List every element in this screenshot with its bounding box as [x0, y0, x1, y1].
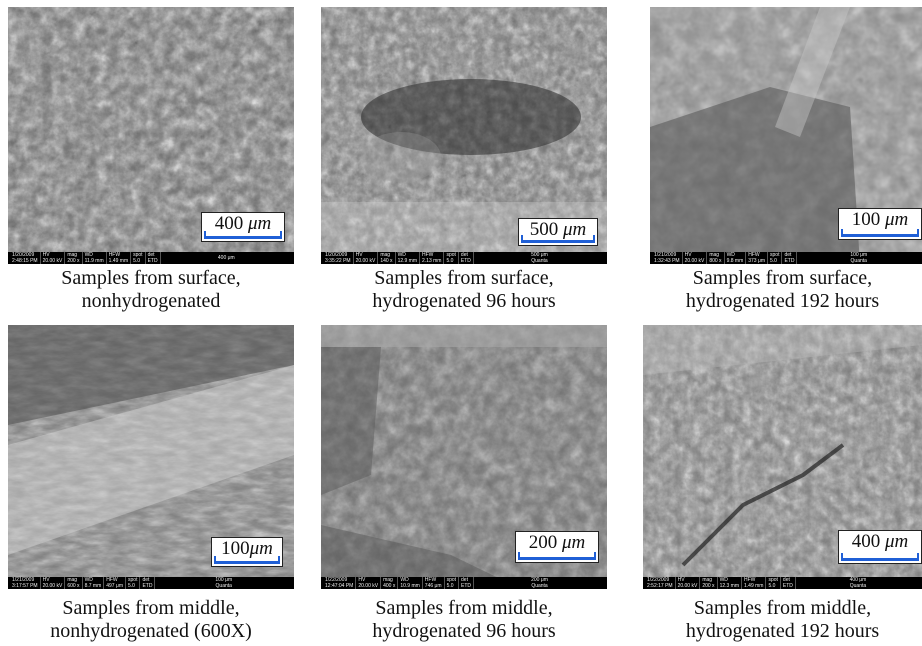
sem-databar: 1/21/2009 1:32:43 PM HV 20.00 kV mag 800 x …: [650, 252, 922, 264]
caption: Samples from middle, hydrogenated 192 hou…: [685, 597, 880, 642]
sem-databar: 1/20/2009 3:35:22 PM HV 20.00 kV mag 140 x …: [321, 252, 607, 264]
scale-bar: 400 μm: [838, 530, 922, 564]
caption: Samples from middle, hydrogenated 96 hour…: [372, 597, 556, 642]
caption: Samples from surface, hydrogenated 96 hou…: [372, 267, 556, 312]
sem-image: 1/22/2009 2:52:17 PM HV 20.00 kV mag 200 x …: [643, 325, 922, 589]
caption: Samples from surface, nonhydrogenated: [61, 267, 241, 312]
scale-bar: 100 μm: [838, 208, 922, 240]
sem-databar: 1/22/2009 12:47:04 PM HV 20.00 kV mag 400 x…: [321, 577, 607, 589]
caption: Samples from surface, hydrogenated 192 ho…: [685, 267, 880, 312]
sem-databar: 1/20/2009 2:48:15 PM HV 20.00 kV mag 200 x …: [8, 252, 294, 264]
scale-bar: 500 μm: [518, 218, 598, 246]
sem-image: 1/20/2009 2:48:15 PM HV 20.00 kV mag 200 x …: [8, 7, 294, 264]
scale-bar: 100μm: [211, 537, 283, 567]
sem-image: 1/22/2009 12:47:04 PM HV 20.00 kV mag 400 x…: [321, 325, 607, 589]
sem-databar: 1/21/2009 3:17:57 PM HV 20.00 kV mag 600 x …: [8, 577, 294, 589]
scale-bar: 200 μm: [515, 531, 599, 563]
sem-databar: 1/22/2009 2:52:17 PM HV 20.00 kV mag 200 x …: [643, 577, 922, 589]
scale-bar: 400 μm: [201, 212, 285, 242]
caption: Samples from middle, nonhydrogenated (600…: [50, 597, 252, 642]
